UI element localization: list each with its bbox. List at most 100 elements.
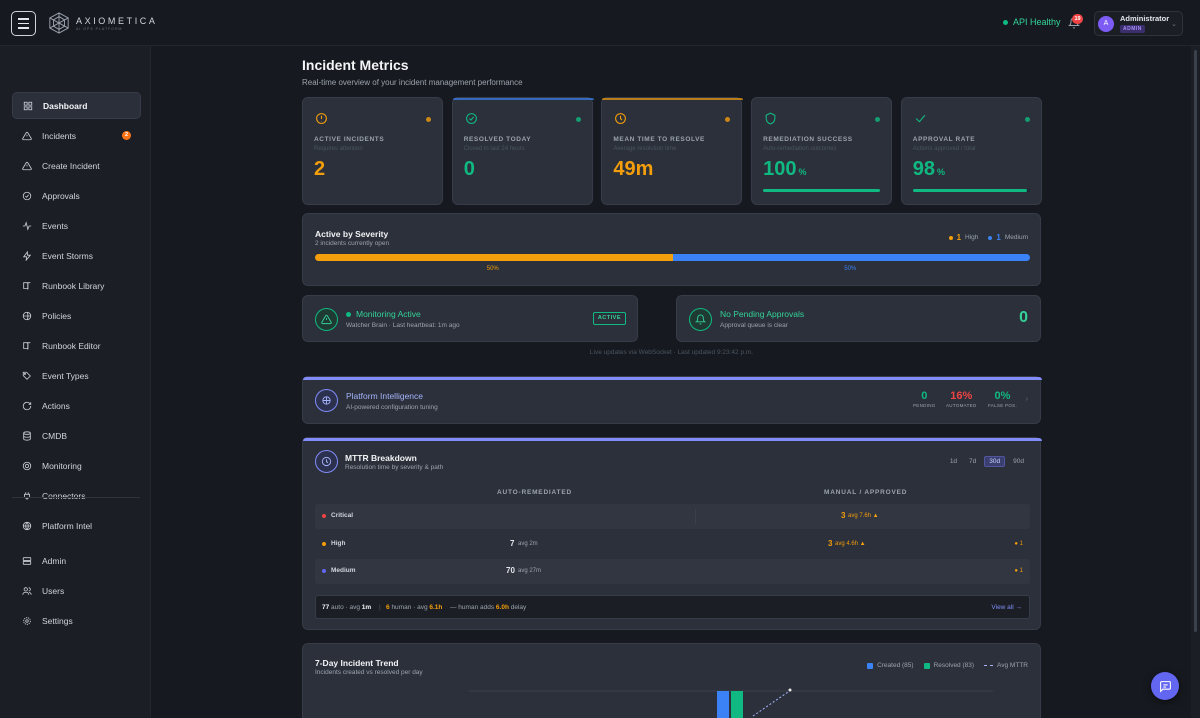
auto-avg: avg 27m <box>518 568 542 574</box>
monitoring-title-text: Monitoring Active <box>356 309 421 319</box>
sidebar-item-cmdb[interactable]: CMDB <box>12 422 141 449</box>
monitoring-card[interactable]: Monitoring Active Watcher Brain · Last h… <box>302 295 638 342</box>
sidebar-item-label: Approvals <box>42 190 80 201</box>
kpi-value-unit: % <box>937 167 946 177</box>
pending-count: ● 1 <box>1014 568 1023 574</box>
kpi-value: 49m <box>613 158 653 181</box>
mttr-card: MTTR Breakdown Resolution time by severi… <box>302 437 1042 630</box>
grid-icon <box>23 101 33 111</box>
col-auto-remediated: AUTO-REMEDIATED <box>497 489 572 496</box>
approvals-card[interactable]: No Pending Approvals Approval queue is c… <box>676 295 1041 342</box>
tab-range-7d[interactable]: 7d <box>969 458 977 465</box>
kpi-label: MEAN TIME TO RESOLVE <box>613 136 705 143</box>
sidebar-item-label: Dashboard <box>43 100 88 111</box>
sidebar-item-incidents[interactable]: Incidents 2 <box>12 122 141 149</box>
sidebar-item-create-incident[interactable]: Create Incident <box>12 152 141 179</box>
status-dot-icon <box>1024 117 1030 122</box>
mttr-summary: 77 auto · avg 1m | 6 human · avg 6.1h — … <box>315 595 1030 619</box>
sidebar-item-dashboard[interactable]: Dashboard <box>12 92 141 119</box>
check-icon <box>915 114 926 123</box>
sidebar-item-platform-intel[interactable]: Platform Intel <box>12 512 141 539</box>
table-row[interactable]: Medium 70 avg 27m ● 1 <box>315 559 1030 584</box>
range-tabs: 1d 7d 30d 90d <box>946 456 1028 467</box>
menu-toggle-button[interactable] <box>11 11 36 36</box>
monitor-icon <box>22 461 32 471</box>
intel-stat-value: 0 <box>921 390 928 402</box>
severity-legend: 1 High 1 Medium <box>948 233 1028 242</box>
tab-range-30d[interactable]: 30d <box>984 456 1006 467</box>
sidebar-item-monitoring[interactable]: Monitoring <box>12 452 141 479</box>
kpi-description: Auto-remediation outcomes <box>763 146 837 152</box>
kpi-value: 98% <box>913 158 945 181</box>
kpi-progress-bar <box>912 189 1030 192</box>
sidebar-item-actions[interactable]: Actions <box>12 392 141 419</box>
kpi-card-mean-time-to-resolve[interactable]: MEAN TIME TO RESOLVE Average resolution t… <box>601 97 744 205</box>
summary-human-count: 6 <box>386 604 390 611</box>
approvals-subtitle: Approval queue is clear <box>720 322 788 329</box>
kpi-value-number: 49m <box>613 158 654 180</box>
legend-avg-mttr: Avg MTTR <box>984 662 1028 669</box>
sidebar-item-admin[interactable]: Admin <box>12 547 141 574</box>
brand-logo[interactable]: AXIOMETICA AI OPS PLATFORM <box>48 12 158 34</box>
sidebar-item-label: Runbook Editor <box>42 340 101 351</box>
users-icon <box>22 586 32 596</box>
sidebar-item-users[interactable]: Users <box>12 577 141 604</box>
kpi-card-remediation-success[interactable]: REMEDIATION SUCCESS Auto-remediation outc… <box>751 97 893 205</box>
legend-medium: 1 Medium <box>988 233 1028 242</box>
user-menu[interactable]: A Administrator ADMIN ⌄ <box>1094 11 1183 36</box>
sidebar-item-event-storms[interactable]: Event Storms <box>12 242 141 269</box>
tab-range-90d[interactable]: 90d <box>1013 458 1024 465</box>
legend-high: 1 High <box>948 233 978 242</box>
sidebar-item-label: CMDB <box>42 430 68 441</box>
legend-medium-label: Medium <box>1004 234 1028 241</box>
kpi-card-approval-rate[interactable]: APPROVAL RATE Actions approved / total 98% <box>900 97 1042 205</box>
severity-bar-segment[interactable] <box>672 254 1030 261</box>
kpi-value: 0 <box>464 158 475 181</box>
platform-intel-card[interactable]: Platform Intelligence AI-powered configu… <box>302 376 1042 424</box>
summary-delay-text: delay <box>510 604 527 611</box>
sidebar-item-connectors[interactable]: Connectors <box>12 482 141 509</box>
intel-stat-pending: 0 PENDING <box>913 390 936 408</box>
pulse-icon <box>22 220 32 231</box>
table-row[interactable]: Critical 3 avg 7.6h ▲ <box>315 504 1030 529</box>
sidebar-item-label: Actions <box>42 400 70 411</box>
check-circle-icon <box>465 113 477 124</box>
scrollbar-thumb[interactable] <box>1194 50 1197 632</box>
rotate-icon <box>22 401 32 411</box>
trend-title: 7-Day Incident Trend <box>315 658 399 668</box>
intel-stat-value: 16% <box>950 390 973 402</box>
sidebar-item-policies[interactable]: Policies <box>12 302 141 329</box>
chart-bar-created <box>717 691 729 718</box>
sidebar-item-label: Event Types <box>42 370 89 381</box>
pending-count: ● 1 <box>1014 541 1023 547</box>
sidebar-item-runbook-editor[interactable]: Runbook Editor <box>12 332 141 359</box>
table-row[interactable]: High 7 avg 2m 3 avg 4.6h ▲ ● 1 <box>315 532 1030 557</box>
sidebar-item-settings[interactable]: Settings <box>12 607 141 634</box>
severity-pct-high: 50% <box>486 266 499 272</box>
user-role-badge: ADMIN <box>1120 25 1145 33</box>
kpi-card-resolved-today[interactable]: RESOLVED TODAY Closed in last 24 hours 0 <box>451 97 594 205</box>
warning-icon <box>22 131 32 141</box>
sidebar-item-event-types[interactable]: Event Types <box>12 362 141 389</box>
kpi-card-active-incidents[interactable]: ACTIVE INCIDENTS Requires attention 2 <box>302 97 443 205</box>
sidebar-item-approvals[interactable]: Approvals <box>12 182 141 209</box>
kpi-label: ACTIVE INCIDENTS <box>314 136 385 143</box>
status-dot-icon <box>346 311 351 317</box>
page-title: Incident Metrics <box>302 57 409 73</box>
shield-icon <box>765 112 776 125</box>
warning-icon <box>22 161 32 171</box>
sidebar-item-events[interactable]: Events <box>12 212 141 239</box>
bell-icon <box>689 308 712 331</box>
platform-intel-title: Platform Intelligence <box>346 391 424 401</box>
tab-range-1d[interactable]: 1d <box>949 458 958 465</box>
kpi-progress-fill <box>763 189 881 192</box>
alert-triangle-icon <box>315 308 338 331</box>
severity-bar-segment[interactable] <box>315 254 673 261</box>
sidebar-item-runbook-library[interactable]: Runbook Library <box>12 272 141 299</box>
view-all-link[interactable]: View all → <box>991 604 1022 611</box>
sidebar-item-label: Monitoring <box>42 460 82 471</box>
kpi-description: Requires attention <box>314 146 363 152</box>
kpi-value-number: 98 <box>912 158 936 180</box>
manual-avg: avg 7.6h ▲ <box>848 513 879 519</box>
chat-button[interactable] <box>1151 672 1179 700</box>
